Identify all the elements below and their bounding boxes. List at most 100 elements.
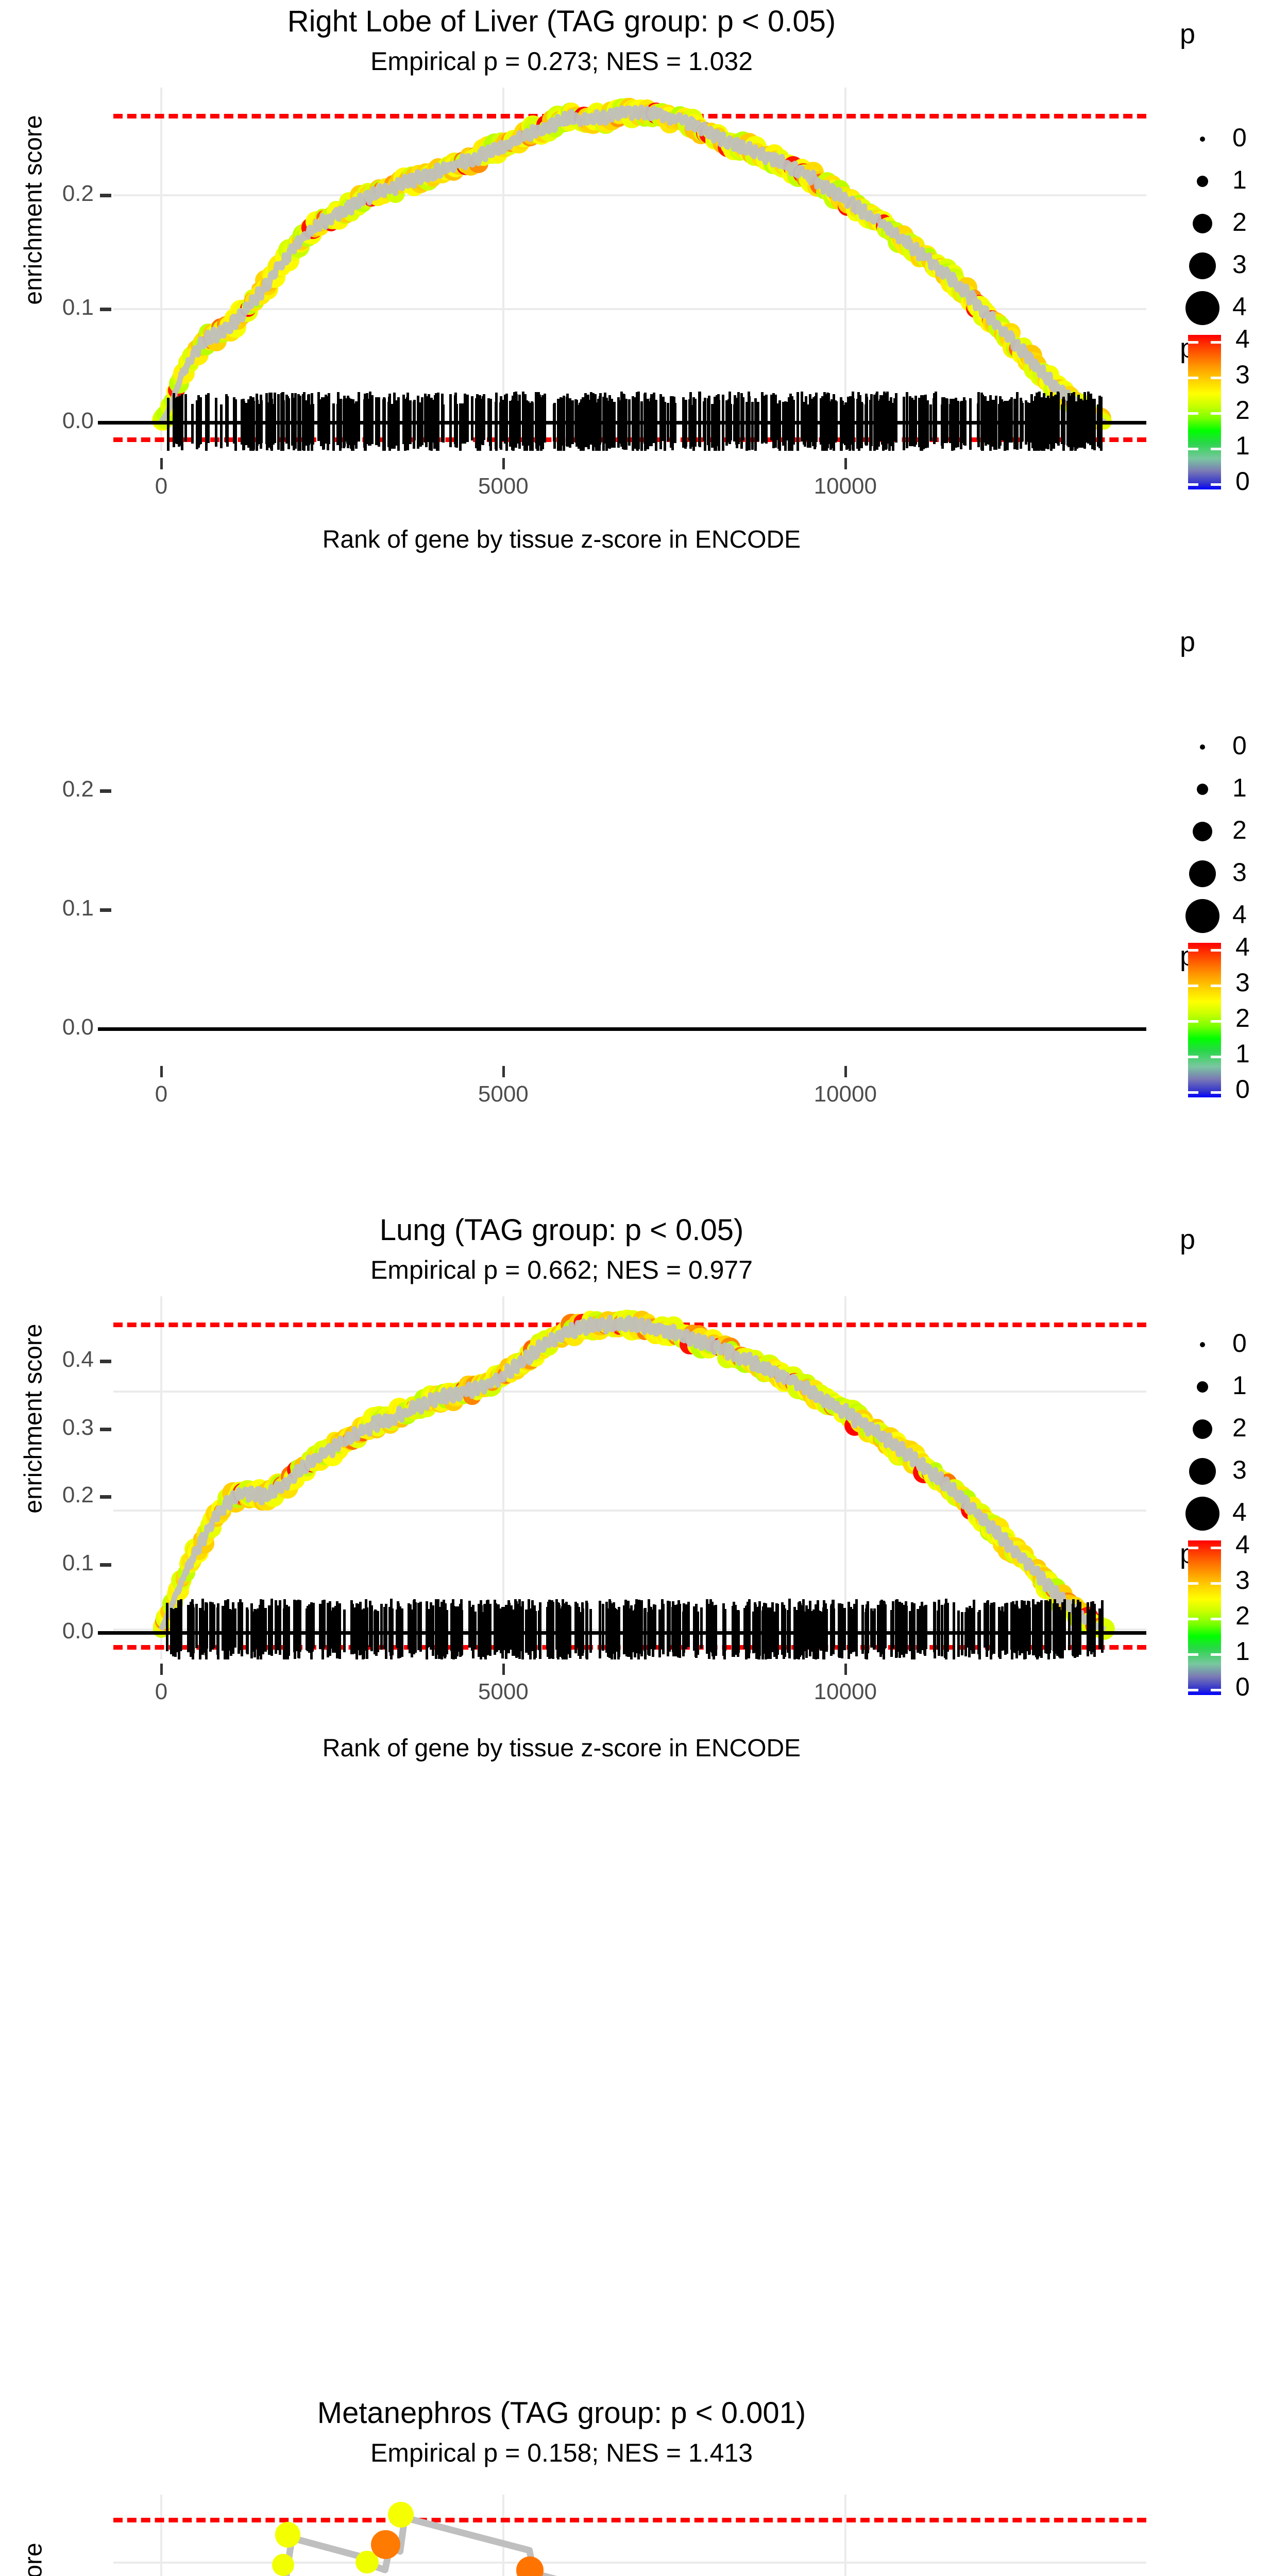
y-tick-label: 0.1 — [0, 895, 94, 921]
zero-baseline — [98, 1027, 1146, 1031]
rug-tick — [220, 404, 223, 448]
size-legend-label: 2 — [1232, 207, 1247, 237]
y-tick-label: 0.0 — [0, 1618, 94, 1644]
rug-tick — [369, 392, 371, 446]
color-legend-label: 3 — [1235, 1565, 1250, 1595]
size-legend-key — [1193, 1419, 1212, 1439]
rug-tick — [537, 401, 539, 451]
rug-tick — [336, 404, 339, 445]
gene-hit-rug — [113, 88, 1146, 451]
color-legend-label: 4 — [1235, 1530, 1250, 1560]
size-legend-key — [1185, 291, 1219, 325]
rug-tick — [812, 397, 815, 441]
rug-tick — [181, 396, 183, 442]
color-legend-tick — [1211, 1653, 1221, 1656]
size-legend-label: 4 — [1232, 1497, 1247, 1527]
x-tick-mark — [502, 1066, 505, 1077]
rug-tick — [252, 399, 255, 451]
size-legend-key — [1185, 1497, 1219, 1531]
rug-tick — [387, 402, 390, 448]
rug-tick — [366, 393, 368, 444]
rug-tick — [347, 402, 349, 448]
rug-tick — [225, 394, 228, 443]
size-legend-key — [1193, 822, 1212, 841]
color-legend-label: 1 — [1235, 431, 1250, 461]
rug-tick — [765, 395, 768, 443]
x-tick-label: 0 — [105, 473, 218, 499]
x-tick-label: 5000 — [447, 1679, 560, 1705]
rug-tick — [815, 393, 818, 442]
color-legend-label: 0 — [1235, 1074, 1250, 1104]
rug-tick — [640, 401, 643, 451]
rug-tick — [495, 402, 497, 449]
zero-baseline — [98, 421, 1146, 425]
rug-tick — [540, 401, 543, 451]
plot-area — [113, 2495, 1146, 2576]
y-tick-mark — [100, 308, 111, 311]
color-legend-tick — [1188, 377, 1198, 379]
x-tick-label: 0 — [105, 1081, 218, 1107]
rug-tick — [587, 402, 590, 449]
panel-subtitle: Empirical p = 0.273; NES = 1.032 — [0, 46, 1123, 76]
size-legend-key — [1197, 1381, 1208, 1393]
color-legend-label: 3 — [1235, 360, 1250, 389]
color-legend-label: 4 — [1235, 932, 1250, 962]
rug-tick — [471, 396, 473, 441]
color-legend-tick — [1211, 1689, 1221, 1691]
rug-tick — [455, 404, 458, 448]
size-legend-key — [1200, 744, 1205, 750]
color-legend-label: 0 — [1235, 1672, 1250, 1702]
rug-tick — [943, 397, 945, 440]
size-legend-key — [1200, 137, 1205, 142]
rug-tick — [852, 398, 855, 451]
color-legend-label: 4 — [1235, 324, 1250, 354]
color-legend-tick — [1188, 412, 1198, 415]
rug-tick — [875, 393, 878, 444]
rug-tick — [419, 402, 422, 447]
color-legend-label: 1 — [1235, 1039, 1250, 1069]
color-legend-tick — [1211, 448, 1221, 450]
rug-tick — [1006, 401, 1009, 450]
color-legend-tick — [1188, 483, 1198, 486]
rug-tick — [578, 405, 580, 449]
size-legend-key — [1193, 214, 1212, 233]
rug-tick — [581, 402, 584, 451]
y-axis-label: enrichment score — [20, 97, 48, 324]
size-legend-key — [1200, 1342, 1205, 1347]
color-legend-tick — [1211, 1056, 1221, 1058]
size-legend-label: 2 — [1232, 815, 1247, 845]
rug-tick — [317, 392, 320, 442]
rug-tick — [299, 403, 301, 451]
color-legend-tick — [1211, 1091, 1221, 1094]
rug-tick — [489, 399, 492, 451]
rug-tick — [951, 401, 954, 451]
rug-tick — [482, 397, 484, 442]
y-axis-label: enrichment score — [20, 2524, 48, 2576]
color-legend-tick — [1188, 1653, 1198, 1656]
color-legend-tick — [1188, 1020, 1198, 1023]
panel-metanephros: Metanephros (TAG group: p < 0.001) Empir… — [0, 1201, 1288, 1802]
color-legend-tick — [1188, 1547, 1198, 1549]
rug-tick — [1076, 401, 1078, 449]
y-tick-mark — [100, 1360, 111, 1363]
rug-tick — [402, 395, 405, 444]
x-tick-label: 0 — [105, 1679, 218, 1705]
x-tick-label: 10000 — [789, 1679, 902, 1705]
y-tick-label: 0.0 — [0, 1014, 94, 1040]
y-tick-mark — [100, 789, 111, 793]
color-legend-label: 0 — [1235, 466, 1250, 496]
rug-tick — [717, 394, 720, 446]
rug-tick — [643, 394, 646, 444]
rug-tick — [784, 402, 787, 451]
rug-tick — [277, 394, 280, 443]
color-legend-tick — [1211, 1618, 1221, 1620]
rug-tick — [383, 398, 386, 451]
rug-tick — [748, 396, 751, 444]
color-legend-label: 2 — [1235, 395, 1250, 425]
size-legend-label: 1 — [1232, 1370, 1247, 1400]
y-tick-mark — [100, 1428, 111, 1431]
y-tick-label: 0.2 — [0, 181, 94, 207]
rug-tick — [515, 392, 517, 448]
rug-tick — [595, 402, 598, 451]
y-tick-mark — [100, 1495, 111, 1499]
